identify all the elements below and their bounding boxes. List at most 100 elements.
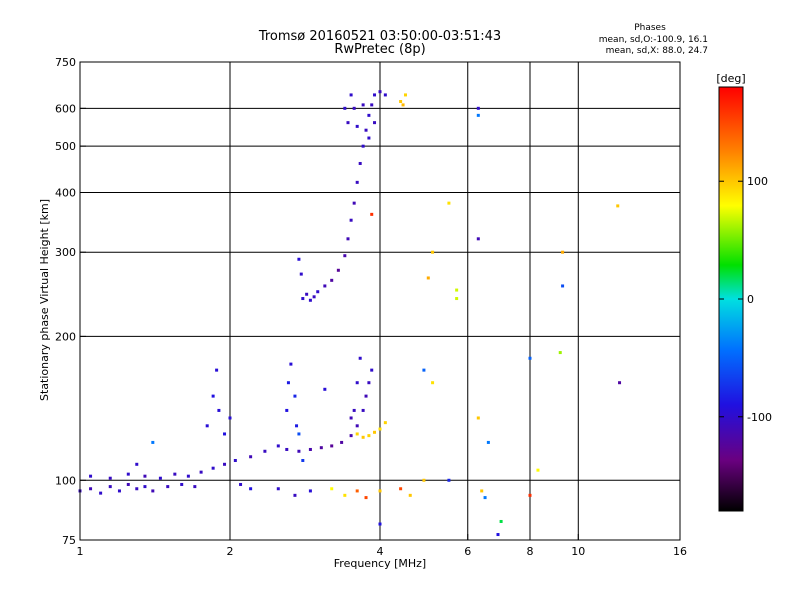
data-point [108,476,112,480]
chart-title: Tromsø 20160521 03:50:00-03:51:43 [258,29,501,44]
data-point [361,103,365,107]
data-point [447,201,451,205]
data-point [349,416,353,420]
data-point [299,272,303,276]
data-point [399,100,403,104]
data-point [223,462,227,466]
data-point [308,298,312,302]
data-point [422,478,426,482]
y-tick-label: 300 [55,246,76,259]
data-point [286,381,290,385]
data-point [89,474,93,478]
x-tick-label: 1 [77,545,84,558]
data-point [422,368,426,372]
colorbar-tick-label: -100 [747,411,772,424]
data-point [211,394,215,398]
data-point [276,487,280,491]
data-point [217,408,221,412]
colorbar-title: [deg] [716,72,745,85]
x-tick-label: 8 [527,545,534,558]
data-point [211,466,215,470]
data-point [361,408,365,412]
data-point [499,519,503,523]
data-point [355,424,359,428]
data-point [126,472,130,476]
colorbar-tick-label: 100 [747,175,768,188]
data-point [173,472,177,476]
data-point [476,106,480,110]
data-point [289,362,293,366]
data-point [536,468,540,472]
data-point [346,121,350,125]
data-point [373,430,377,434]
data-point [330,487,334,491]
y-tick-label: 750 [55,56,76,69]
data-point [383,93,387,97]
data-point [367,381,371,385]
y-tick-label: 200 [55,330,76,343]
stats-line-o: mean, sd,O:-100.9, 16.1 [599,35,708,45]
colorbar-ticks: 100 0 -100 [719,175,772,424]
data-point [151,489,155,493]
stats-heading: Phases [634,23,666,33]
data-point [215,368,219,372]
data-point [370,103,374,107]
data-point [346,237,350,241]
data-point [308,447,312,451]
data-point [297,257,301,261]
data-point [364,128,368,132]
data-point [496,533,500,537]
data-point [355,381,359,385]
data-point [319,446,323,450]
gridlines [80,62,680,540]
data-point [285,447,289,451]
data-point [295,424,299,428]
data-point [355,180,359,184]
data-point [373,93,377,97]
data-point [378,427,382,431]
data-point [370,212,374,216]
data-point [293,394,297,398]
data-point [367,434,371,438]
data-point [364,496,368,500]
data-point [143,485,147,489]
data-point [89,487,93,491]
data-point [447,478,451,482]
data-point [399,487,403,491]
data-point [618,381,622,385]
data-point [383,421,387,425]
data-points [78,90,622,537]
data-point [340,440,344,444]
data-point [561,250,565,254]
x-tick-label: 10 [571,545,585,558]
data-point [349,218,353,222]
data-point [301,458,305,462]
data-point [316,290,320,294]
data-point [312,295,316,299]
data-point [486,440,490,444]
data-point [135,487,139,491]
data-point [476,237,480,241]
data-point [370,368,374,372]
data-point [223,432,227,436]
data-point [158,476,162,480]
data-point [373,121,377,125]
data-point [330,278,334,282]
data-point [343,106,347,110]
data-point [343,493,347,497]
data-point [285,408,289,412]
data-point [249,455,253,459]
data-point [117,489,121,493]
data-point [426,276,430,280]
data-point [455,297,459,301]
data-point [355,432,359,436]
axis-ticks: 1 2 4 6 8 10 16 75 100 200 300 400 500 600 750 [55,56,687,558]
data-point [352,201,356,205]
data-point [528,493,532,497]
data-point [355,489,359,493]
data-point [561,284,565,288]
data-point [143,474,147,478]
data-point [358,356,362,360]
data-point [355,124,359,128]
